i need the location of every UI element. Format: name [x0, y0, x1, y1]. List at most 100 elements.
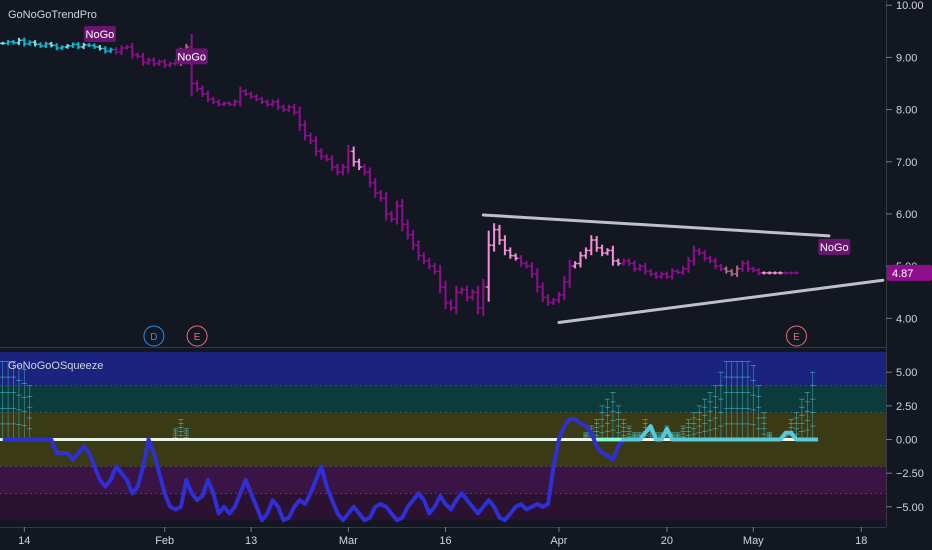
- price-bar: [81, 42, 87, 50]
- oscillator-tick-label: −5.00: [896, 502, 924, 514]
- price-tick-label: 4.00: [896, 313, 917, 325]
- price-bar: [583, 247, 589, 259]
- price-bar: [513, 253, 519, 261]
- price-bar: [453, 285, 459, 315]
- event-badge[interactable]: E: [186, 325, 208, 347]
- price-bar: [227, 101, 232, 107]
- price-pane-title[interactable]: GoNoGoTrendPro: [8, 9, 97, 21]
- time-axis[interactable]: 14 Feb 13 Mar 16 Apr 20 May 18: [18, 527, 867, 547]
- price-bar: [648, 269, 654, 277]
- price-bar: [561, 276, 567, 301]
- price-bar: [567, 259, 573, 289]
- price-bar: [507, 247, 513, 259]
- price-bar: [378, 189, 384, 202]
- price-bar: [291, 103, 297, 116]
- event-badge-label: D: [150, 332, 157, 343]
- price-bar: [146, 57, 151, 65]
- price-bar: [421, 252, 427, 265]
- time-tick-label: Feb: [155, 535, 174, 547]
- price-bar: [383, 191, 389, 221]
- time-tick-label: 14: [18, 535, 30, 547]
- price-bar: [151, 57, 157, 67]
- oscillator-series: [0, 361, 819, 523]
- price-bar: [129, 43, 135, 59]
- price-tick-label: 6.00: [896, 209, 917, 221]
- price-bar: [416, 240, 421, 261]
- price-bar: [297, 106, 303, 131]
- nogo-marker: NoGo: [818, 238, 851, 255]
- price-bar: [205, 90, 211, 103]
- price-tick-label: 7.00: [896, 157, 917, 169]
- price-bars: [0, 33, 799, 316]
- price-bar: [340, 163, 346, 176]
- price-bar: [70, 42, 76, 48]
- event-badge[interactable]: E: [786, 325, 807, 347]
- price-bar: [653, 271, 659, 279]
- price-bar: [0, 41, 6, 45]
- current-price-tag-bg: [887, 264, 932, 281]
- price-bar: [588, 235, 594, 256]
- price-bar: [405, 219, 411, 240]
- price-bar: [313, 136, 319, 157]
- price-bar: [718, 263, 724, 272]
- price-bar: [437, 264, 443, 294]
- oscillator-go-segment: [596, 424, 819, 442]
- price-bar: [772, 271, 778, 275]
- price-bar: [767, 271, 772, 275]
- price-bar: [254, 94, 259, 102]
- price-bar: [210, 96, 216, 105]
- price-bar: [545, 294, 551, 306]
- price-bar: [669, 268, 675, 280]
- price-bar: [702, 249, 708, 262]
- price-bar: [351, 146, 357, 167]
- price-bar: [281, 104, 286, 112]
- price-bar: [486, 230, 492, 302]
- price-bar: [264, 99, 270, 107]
- nogo-marker-label: NoGo: [177, 51, 206, 63]
- price-bar: [194, 80, 200, 92]
- oscillator-band: [0, 352, 886, 386]
- price-bar: [259, 96, 265, 105]
- oscillator-tick-label: −2.50: [896, 468, 924, 480]
- price-bar: [707, 256, 713, 264]
- price-bar: [637, 263, 643, 272]
- price-bar: [362, 163, 367, 176]
- price-bar: [605, 248, 610, 256]
- price-bar: [32, 40, 38, 47]
- price-bar: [97, 45, 103, 51]
- lower-trendline[interactable]: [557, 278, 885, 324]
- price-bar: [448, 299, 454, 311]
- price-bar: [480, 278, 486, 316]
- price-bar: [135, 52, 141, 59]
- nogo-marker-label: NoGo: [820, 242, 849, 254]
- price-bar: [777, 271, 783, 275]
- price-bar: [642, 263, 648, 275]
- upper-trendline[interactable]: [481, 213, 831, 238]
- price-bar: [356, 158, 362, 171]
- price-bar: [470, 289, 475, 301]
- event-badge[interactable]: D: [143, 325, 165, 347]
- price-bar: [48, 41, 54, 48]
- price-bar: [502, 235, 508, 256]
- price-bar: [632, 260, 637, 272]
- price-bar: [248, 91, 254, 99]
- oscillator-axis[interactable]: 5.00 2.50 0.00 −2.50 −5.00: [886, 367, 924, 514]
- price-bar: [729, 269, 735, 277]
- price-bar: [788, 271, 794, 275]
- price-bar: [675, 269, 681, 275]
- price-bar: [750, 266, 756, 273]
- price-bar: [615, 258, 621, 266]
- markers: NoGo NoGo NoGo: [83, 25, 851, 255]
- price-bar: [626, 258, 632, 266]
- price-bar: [756, 268, 762, 276]
- current-price-label: 4.87: [892, 268, 913, 280]
- oscillator-band: [0, 466, 886, 494]
- price-bar: [783, 271, 789, 275]
- price-bar: [394, 200, 400, 225]
- price-bar: [324, 154, 330, 162]
- price-bar: [691, 245, 697, 266]
- oscillator-pane-title[interactable]: GoNoGoOSqueeze: [8, 360, 103, 372]
- price-bar: [237, 86, 243, 107]
- price-bar: [75, 42, 81, 50]
